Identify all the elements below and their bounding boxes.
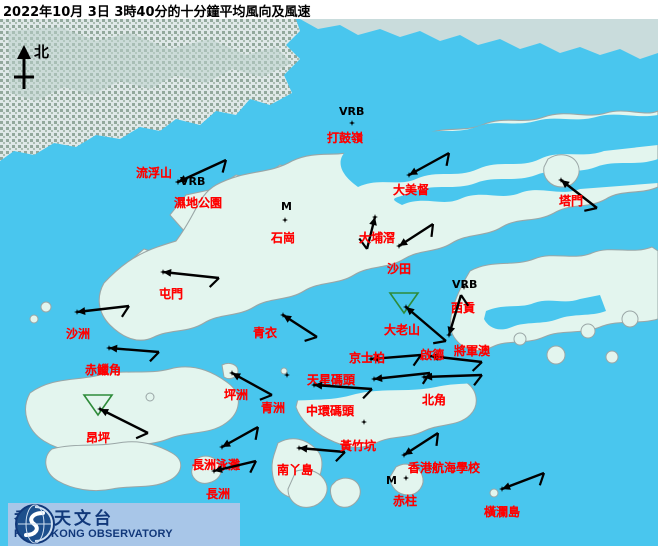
station-dot-icon — [211, 468, 217, 474]
wind-barb-icon — [429, 353, 483, 372]
north-label: 北 — [34, 43, 50, 61]
wind-barb-icon — [313, 381, 373, 400]
station-dot-icon — [296, 445, 302, 451]
variable-wind-flag: VRB — [452, 278, 478, 291]
station-dot-icon — [97, 406, 103, 412]
missing-data-flag: M — [386, 474, 397, 487]
station-dot-icon — [74, 309, 80, 315]
station-name-label: 長洲 — [206, 487, 231, 501]
wind-barb-icon — [501, 471, 546, 491]
wind-barb-icon — [231, 371, 273, 401]
station-dot-icon — [403, 475, 409, 481]
station-name-label: 京士柏 — [349, 351, 386, 365]
wind-barb-icon — [221, 425, 260, 449]
wind-barb-icon — [298, 444, 346, 463]
wind-barb-icon — [177, 158, 228, 184]
station-name-label: 流浮山 — [136, 166, 173, 180]
station-name-label: 塔門 — [559, 194, 584, 208]
station-dot-icon — [361, 419, 367, 425]
map-geography — [0, 19, 658, 508]
station-name-label: 大老山 — [384, 323, 421, 337]
station-dot-icon — [371, 376, 377, 382]
station-dot-icon — [372, 214, 378, 220]
wind-barb-icon — [398, 222, 435, 248]
station-dot-icon — [106, 345, 112, 351]
gale-triangle-icon — [388, 292, 420, 315]
wind-barb-icon — [282, 313, 318, 342]
station-name-label: 濕地公園 — [174, 196, 223, 210]
north-arrow: 北 — [6, 43, 70, 93]
station-dot-icon — [160, 269, 166, 275]
logo-title-en: HONG KONG OBSERVATORY — [14, 528, 173, 541]
station-dot-icon — [401, 452, 407, 458]
hko-logo: 香港天文台 HONG KONG OBSERVATORY — [8, 503, 240, 546]
station-name-label: 南丫島 — [277, 463, 314, 477]
station-name-label: 北角 — [422, 393, 447, 407]
station-dot-icon — [349, 120, 355, 126]
station-dot-icon — [219, 444, 225, 450]
wind-barb-icon — [447, 294, 470, 336]
station-name-label: 青衣 — [253, 326, 278, 340]
station-name-label: 橫瀾島 — [484, 505, 521, 519]
station-dot-icon — [284, 372, 290, 378]
station-dot-icon — [229, 370, 235, 376]
north-arrow-icon — [14, 45, 34, 89]
station-dot-icon — [175, 179, 181, 185]
station-name-label: 赤鱲角 — [85, 363, 122, 377]
station-name-label: 啟德 — [420, 348, 445, 362]
page-title: 2022年10月 3日 3時40分的十分鐘平均風向及風速 — [3, 5, 311, 20]
wind-map-canvas[interactable]: 北 VRB 打鼓嶺 VRB 流浮山 濕地公園 M 石崗 大美督 塔門 大埔滘 沙田 VRB 西貢 大老山將… — [0, 19, 658, 546]
station-dot-icon — [396, 243, 402, 249]
hko-logo-icon — [15, 504, 55, 544]
wind-barb-icon — [76, 304, 130, 318]
station-name-label: 打鼓嶺 — [327, 131, 364, 145]
station-name-label: 沙田 — [387, 262, 412, 276]
station-dot-icon — [280, 312, 286, 318]
station-dot-icon — [282, 217, 288, 223]
wind-barb-icon — [370, 353, 422, 367]
station-name-label: 青洲 — [261, 401, 286, 415]
variable-wind-flag: VRB — [180, 175, 206, 188]
station-dot-icon — [403, 304, 409, 310]
station-dot-icon — [446, 332, 452, 338]
station-dot-icon — [368, 356, 374, 362]
station-dot-icon — [421, 374, 427, 380]
wind-barb-icon — [405, 306, 447, 345]
station-name-label: 香港航海學校 — [408, 461, 481, 475]
station-dot-icon — [499, 486, 505, 492]
station-name-label: 赤柱 — [393, 494, 418, 508]
variable-wind-flag: VRB — [339, 105, 365, 118]
missing-data-flag: M — [281, 200, 292, 213]
wind-barb-icon — [560, 179, 598, 212]
station-name-label: 昂坪 — [86, 431, 111, 445]
wind-barb-icon — [403, 431, 440, 457]
station-name-label: 將軍澳 — [454, 344, 491, 358]
wind-barb-icon — [423, 372, 483, 386]
wind-barb-icon — [162, 268, 220, 288]
gale-triangle-icon — [82, 394, 114, 417]
station-name-label: 坪洲 — [224, 388, 249, 402]
wind-barb-icon — [408, 151, 451, 177]
station-dot-icon — [558, 177, 564, 183]
station-dot-icon — [461, 284, 467, 290]
wind-barb-icon — [213, 459, 257, 474]
wind-barb-icon — [108, 344, 160, 363]
wind-barb-icon — [99, 407, 149, 440]
station-name-label: 沙洲 — [66, 327, 91, 341]
station-name-label: 石崗 — [271, 231, 296, 245]
station-dot-icon — [427, 353, 433, 359]
station-name-label: 黃竹坑 — [340, 439, 377, 453]
station-name-label: 屯門 — [159, 287, 184, 301]
station-name-label: 大美督 — [393, 183, 430, 197]
station-name-label: 中環碼頭 — [306, 404, 355, 418]
station-dot-icon — [311, 382, 317, 388]
station-dot-icon — [406, 172, 412, 178]
station-name-label: 大埔滘 — [359, 231, 396, 245]
